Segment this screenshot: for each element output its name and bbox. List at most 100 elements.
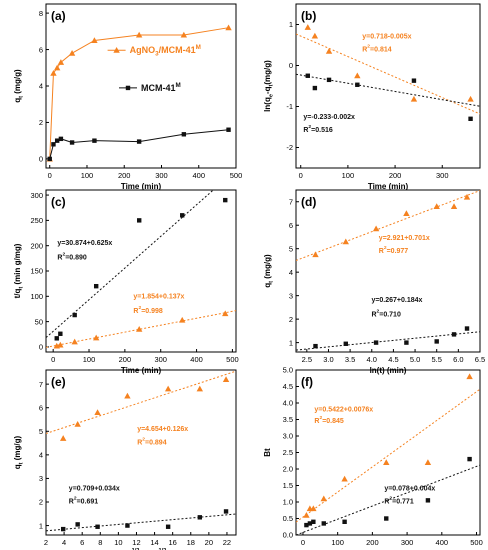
y-axis-label: qt (mg/g) [13, 69, 25, 103]
y-axis-label: qt (mg/g) [263, 254, 275, 288]
data-point-series-0 [68, 50, 76, 56]
y-tick-label: 6 [39, 403, 43, 412]
annotation-text: R2=0.814 [362, 44, 392, 54]
x-tick-label: 8 [98, 538, 102, 547]
y-tick-label: 200 [30, 241, 43, 250]
data-point-series-1 [312, 85, 318, 91]
fit-line-series-0 [46, 370, 236, 434]
data-point-series-1 [467, 456, 472, 462]
data-point-series-1 [51, 142, 56, 147]
data-point-series-0 [383, 459, 390, 465]
data-point-series-0 [467, 95, 474, 102]
data-point-series-1 [468, 116, 473, 121]
y-tick-label: 4.0 [283, 399, 293, 408]
y-tick-label: 3 [39, 474, 43, 483]
legend-label: AgNO3/MCM-41M [130, 44, 201, 58]
data-point-series-0 [58, 331, 63, 336]
x-tick-label: 200 [366, 538, 379, 547]
y-tick-label: 1 [289, 20, 293, 29]
plot-frame [295, 3, 481, 169]
data-point-series-0 [341, 475, 348, 482]
x-tick-label: 100 [83, 355, 96, 364]
plot-area [296, 190, 480, 351]
data-point-series-1 [125, 523, 130, 528]
legend-marker [125, 85, 131, 91]
data-point-series-0 [225, 24, 232, 31]
data-point-series-0 [94, 409, 101, 415]
annotation-text: R2=0.845 [314, 415, 344, 425]
x-tick-label: 2 [44, 538, 48, 547]
data-point-series-0 [304, 24, 311, 30]
y-tick-label: 0 [39, 155, 43, 164]
y-tick-label: 250 [30, 216, 43, 225]
data-point-series-1 [71, 338, 78, 345]
y-tick-label: 5 [39, 427, 43, 436]
y-tick-label: 4 [39, 451, 43, 460]
y-tick-label: 4 [289, 268, 293, 277]
series-line-1 [49, 129, 229, 160]
data-point-series-1 [165, 524, 171, 529]
annotation-text: y=-0.233-0.002x [303, 114, 355, 121]
x-tick-label: 400 [190, 355, 203, 364]
data-point-series-1 [197, 515, 203, 520]
data-point-series-0 [372, 225, 380, 232]
legend-label: MCM-41M [141, 82, 181, 93]
data-point-series-1 [54, 138, 60, 143]
x-tick-label: 14 [150, 538, 158, 547]
plot-area [46, 24, 232, 162]
data-point-series-0 [312, 251, 319, 258]
data-point-series-0 [320, 495, 327, 502]
fit-line-series-0 [296, 33, 480, 115]
y-tick-label: 0 [39, 343, 43, 352]
x-tick-label: 500 [226, 355, 239, 364]
y-tick-label: 5.0 [283, 366, 293, 375]
y-tick-label: 2 [289, 315, 293, 324]
y-tick-label: 7 [39, 380, 43, 389]
data-point-series-0 [466, 373, 473, 380]
data-point-series-1 [355, 82, 360, 87]
x-tick-label: 0 [48, 171, 52, 180]
x-tick-label: 400 [436, 538, 449, 547]
annotation-text: R2=0.691 [69, 496, 99, 506]
chart-panel-4: 2468101214161820221234567Time1/2 (min1/2… [13, 369, 237, 550]
data-point-series-0 [311, 32, 319, 39]
data-point-series-0 [180, 213, 185, 218]
y-tick-label: 6 [39, 45, 43, 54]
x-tick-label: 12 [132, 538, 140, 547]
x-tick-label: 4 [62, 538, 66, 547]
annotation-text: y=0.267+0.184x [371, 297, 422, 304]
x-tick-label: 300 [436, 171, 449, 180]
data-point-series-1 [226, 127, 231, 132]
data-point-series-0 [222, 376, 230, 382]
y-tick-label: 3.0 [283, 432, 293, 441]
y-tick-label: 7 [289, 197, 293, 206]
y-tick-label: 50 [35, 317, 43, 326]
annotation-text: y=1.854+0.137x [133, 294, 184, 301]
annotation-text: y=2.921+0.701x [379, 235, 430, 242]
data-point-series-1 [464, 326, 470, 331]
data-point-series-1 [60, 526, 66, 532]
data-point-series-0 [342, 238, 349, 245]
y-tick-label: -1 [286, 102, 293, 111]
data-point-series-0 [403, 210, 410, 217]
x-tick-label: 18 [187, 538, 195, 547]
y-tick-label: 1 [289, 338, 293, 347]
x-tick-label: 2.5 [302, 355, 312, 364]
data-point-series-0 [50, 70, 57, 76]
data-point-series-1 [311, 519, 316, 524]
fit-line-series-1 [46, 513, 236, 532]
data-point-series-1 [411, 78, 417, 83]
x-tick-label: 4.0 [367, 355, 377, 364]
data-point-series-1 [434, 339, 439, 344]
fit-line-series-1 [46, 310, 236, 348]
x-axis-label: Time (min) [368, 182, 409, 191]
data-point-series-0 [53, 64, 61, 71]
data-point-series-1 [343, 341, 348, 346]
data-point-series-0 [223, 197, 228, 203]
x-tick-label: 5.5 [431, 355, 441, 364]
fit-line-series-0 [296, 190, 480, 261]
annotation-text: R2=0.890 [57, 252, 87, 262]
chart-panel-0: 0 100 200 300 400 500 0 2 4 6 8 Time (min) qt (mg/g)… [13, 3, 242, 191]
data-point-series-0 [93, 283, 99, 289]
